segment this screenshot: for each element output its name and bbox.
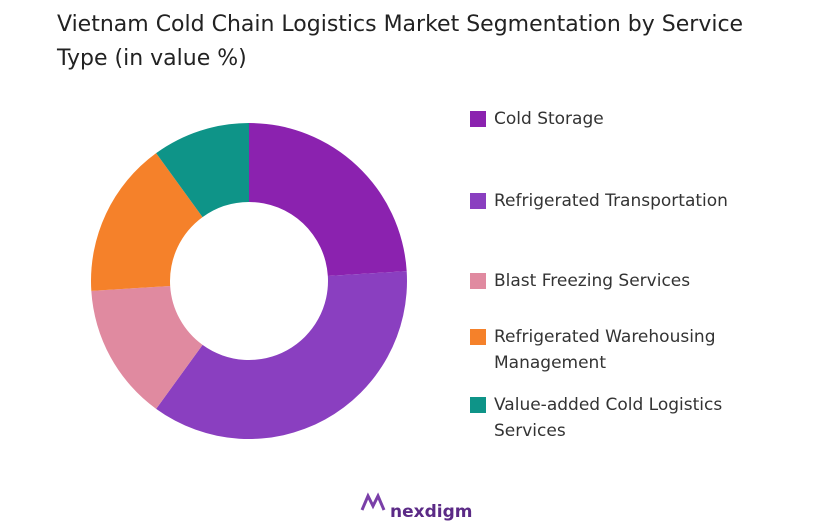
donut-slice [156, 271, 408, 439]
legend-swatch [470, 329, 486, 345]
chart-title: Vietnam Cold Chain Logistics Market Segm… [57, 12, 744, 71]
brand: nexdigm [390, 502, 473, 522]
legend-swatch [470, 273, 486, 289]
legend-label: Blast Freezing Services [494, 271, 691, 291]
donut-slice [156, 123, 249, 218]
brand-logo [360, 492, 386, 511]
legend-swatch [470, 193, 486, 209]
legend-item: Value-added Cold Logistics Services [470, 392, 760, 444]
donut-slice [91, 153, 203, 291]
legend-item: Refrigerated Warehousing Management [470, 324, 760, 376]
legend-item: Blast Freezing Services [470, 268, 760, 294]
legend-label: Value-added Cold Logistics Services [494, 395, 723, 441]
legend-item: Cold Storage [470, 106, 760, 132]
donut-slice [91, 285, 203, 409]
legend-swatch [470, 111, 486, 127]
legend-item: Refrigerated Transportation [470, 188, 760, 214]
legend-swatch [470, 397, 486, 413]
donut-slice [249, 123, 407, 277]
legend-label: Cold Storage [494, 109, 604, 129]
legend-label: Refrigerated Transportation [494, 191, 728, 211]
legend-label: Refrigerated Warehousing Management [494, 327, 716, 373]
